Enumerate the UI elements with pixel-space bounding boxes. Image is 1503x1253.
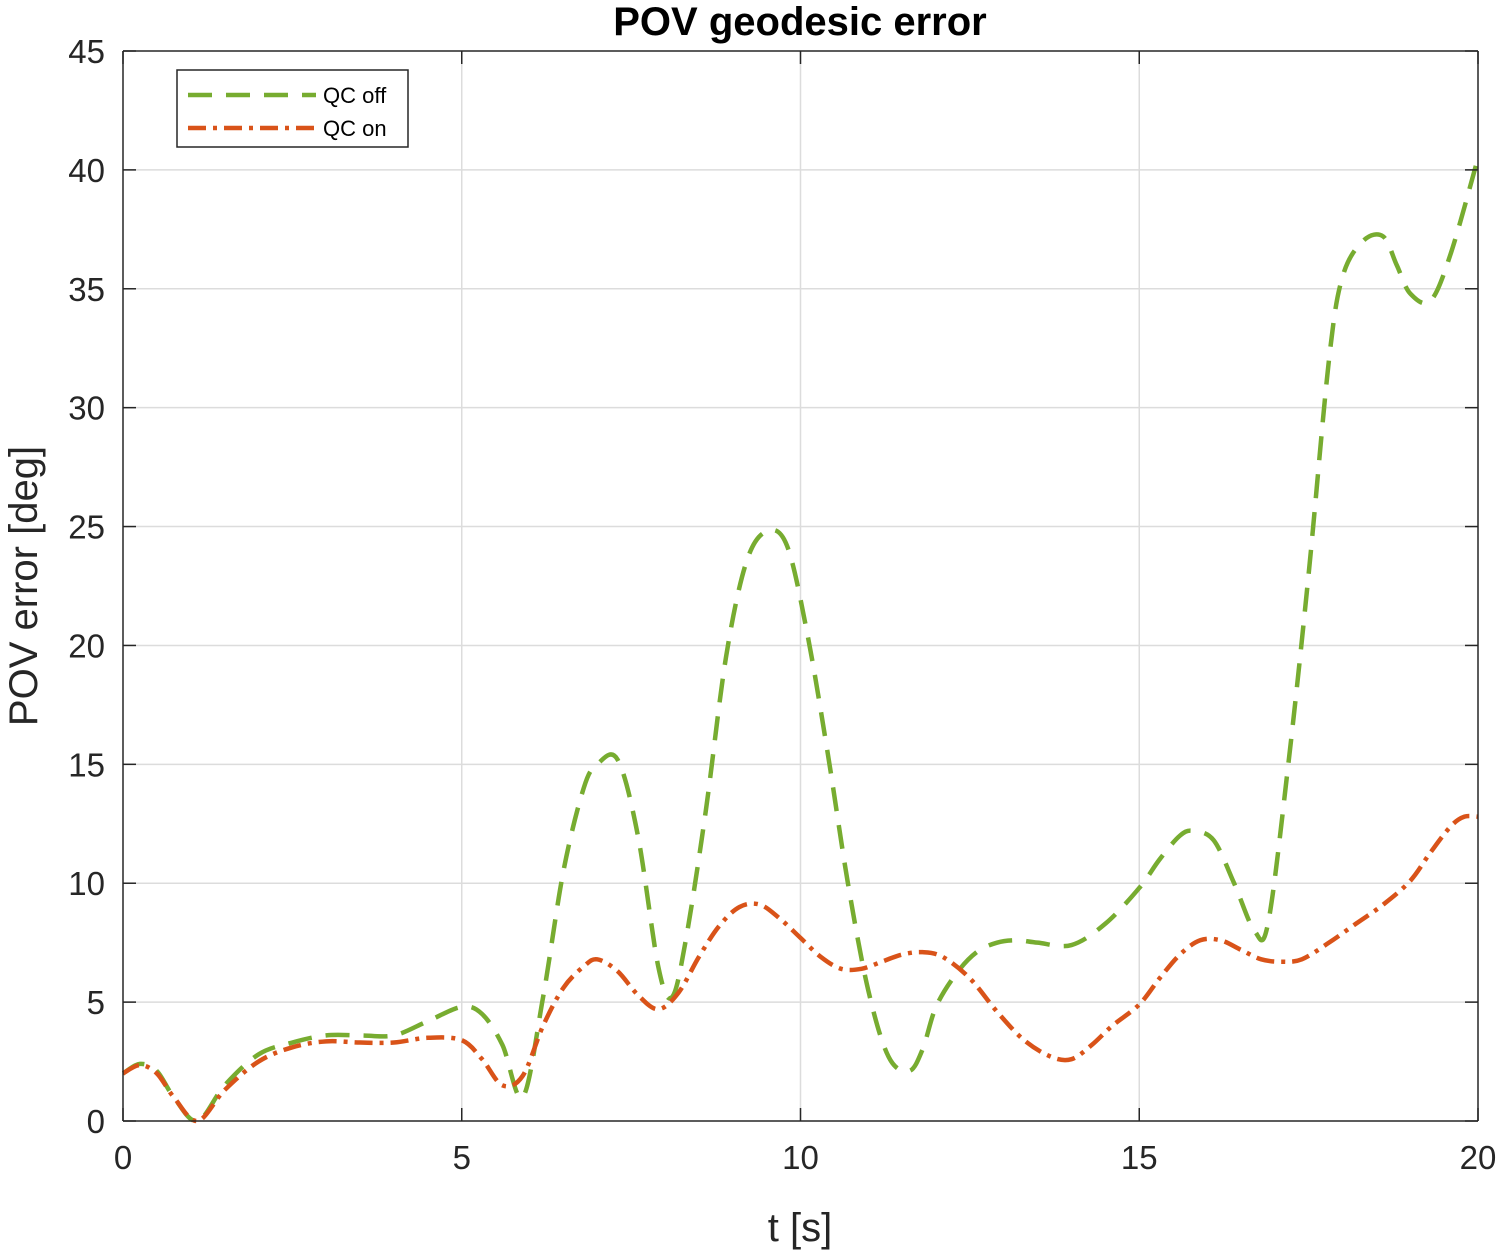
- x-tick-label: 0: [114, 1139, 132, 1176]
- chart-title: POV geodesic error: [613, 0, 986, 44]
- x-axis-label: t [s]: [768, 1206, 832, 1250]
- ticks: 0 5 10 15 20 0 5 10 15 20 25 30 35 40 45: [68, 33, 1496, 1176]
- x-tick-label: 20: [1460, 1139, 1497, 1176]
- y-tick-label: 40: [68, 152, 105, 189]
- y-tick-label: 10: [68, 865, 105, 902]
- x-tick-label: 15: [1121, 1139, 1158, 1176]
- y-tick-label: 25: [68, 509, 105, 546]
- series-line-qc-on: [121, 813, 1479, 1124]
- legend-box: [176, 69, 409, 148]
- y-tick-label: 45: [68, 33, 105, 70]
- legend-label-qc-on: QC on: [323, 116, 387, 141]
- y-tick-label: 15: [68, 746, 105, 783]
- legend-label-qc-off: QC off: [323, 83, 387, 108]
- series-line-qc-off: [121, 157, 1481, 1124]
- y-axis-label: POV error [deg]: [2, 446, 46, 726]
- y-tick-label: 20: [68, 627, 105, 664]
- legend: QC off QC on: [176, 69, 409, 148]
- y-tick-label: 5: [87, 984, 105, 1021]
- y-tick-label: 30: [68, 390, 105, 427]
- x-tick-label: 5: [453, 1139, 471, 1176]
- x-tick-label: 10: [782, 1139, 819, 1176]
- grid: [123, 51, 1478, 1121]
- y-tick-label: 35: [68, 271, 105, 308]
- y-tick-label: 0: [87, 1103, 105, 1140]
- series-layer: [121, 157, 1481, 1124]
